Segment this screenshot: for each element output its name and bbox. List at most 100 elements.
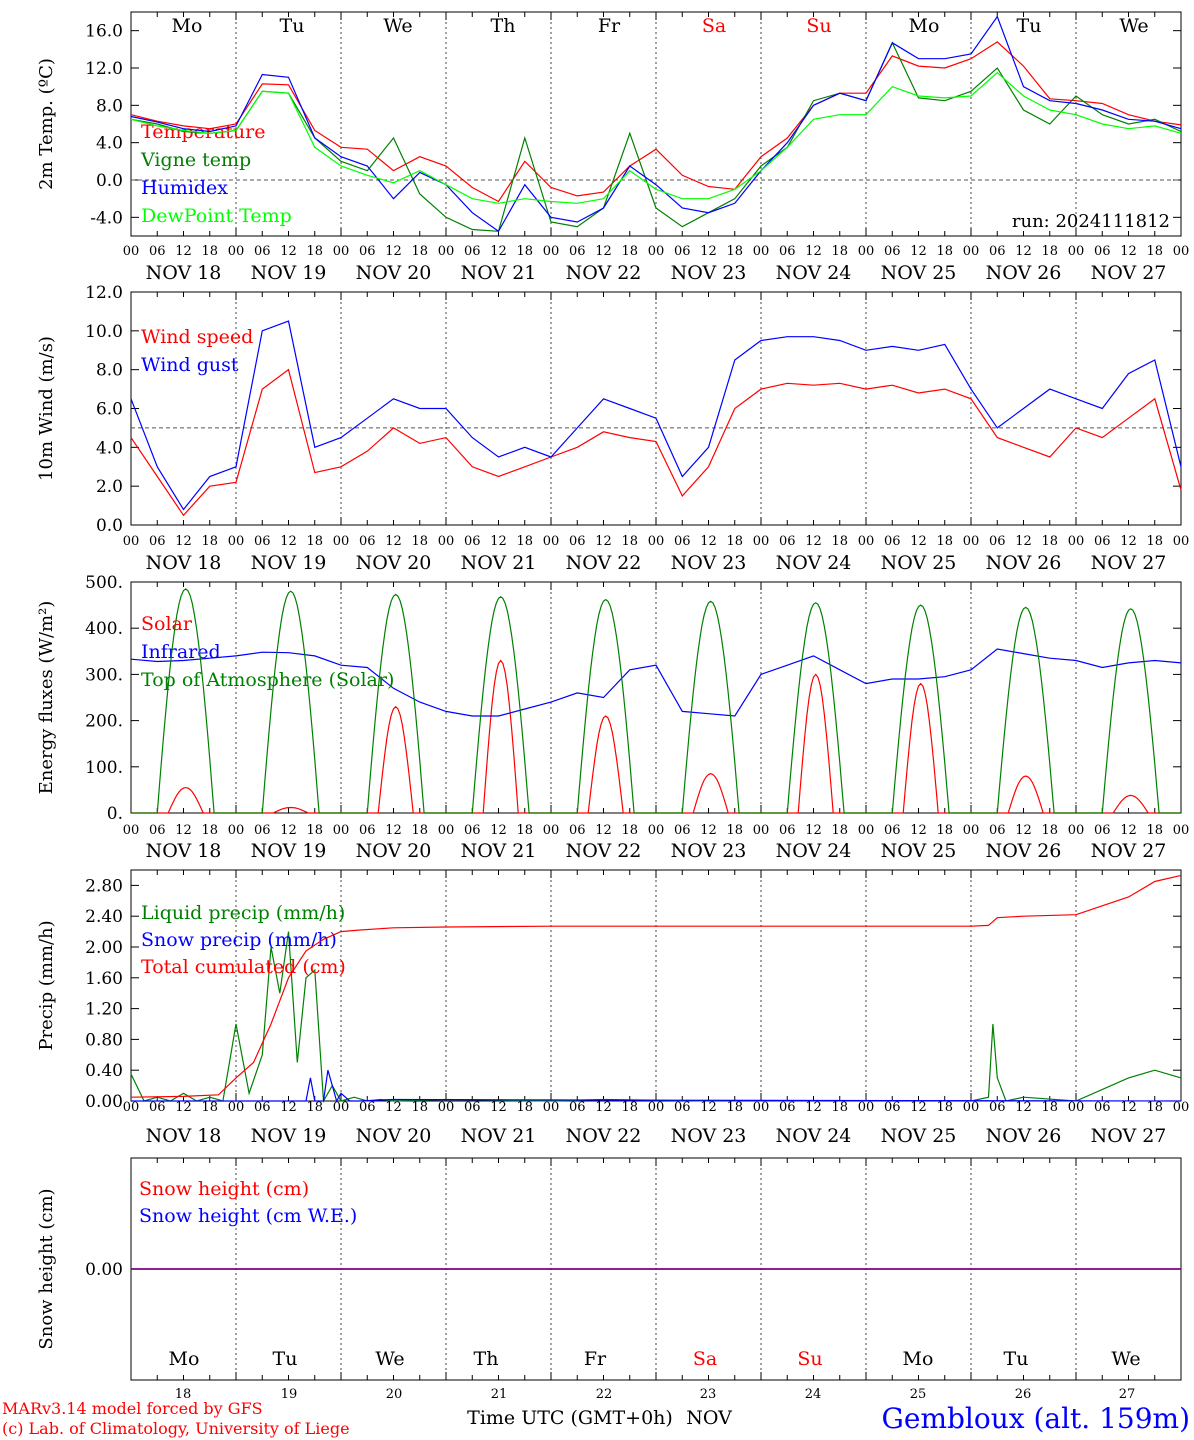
hour-label: 12 — [490, 534, 507, 549]
hour-label: 00 — [333, 244, 350, 259]
date-label: NOV 22 — [566, 552, 642, 574]
hour-label: 06 — [779, 534, 796, 549]
series-line — [130, 368, 1182, 517]
y-axis-label: Snow height (cm) — [36, 1188, 57, 1349]
hour-label: 12 — [700, 1100, 717, 1115]
hour-label: 06 — [569, 1100, 586, 1115]
hour-label: 18 — [1146, 244, 1163, 259]
hour-label: 18 — [936, 1100, 953, 1115]
weekday-label: Tu — [1017, 15, 1042, 37]
hour-label: 00 — [858, 823, 875, 838]
hour-label: 18 — [831, 244, 848, 259]
hour-label: 06 — [674, 823, 691, 838]
hour-label: 12 — [595, 823, 612, 838]
hour-label: 06 — [779, 1100, 796, 1115]
y-tick-label: 1.60 — [85, 969, 123, 989]
hour-label: 12 — [595, 534, 612, 549]
hour-label: 06 — [569, 534, 586, 549]
hour-label: 12 — [1120, 534, 1137, 549]
date-label: NOV 19 — [251, 1125, 327, 1147]
hour-label: 12 — [385, 534, 402, 549]
y-tick-label: -4.0 — [90, 208, 123, 228]
hour-label: 12 — [1015, 1100, 1032, 1115]
date-label: NOV 19 — [251, 262, 327, 284]
hour-label: 12 — [1120, 823, 1137, 838]
hour-label: 18 — [201, 244, 218, 259]
hour-label: 12 — [280, 823, 297, 838]
hour-label: 12 — [805, 1100, 822, 1115]
y-tick-label: 8.0 — [96, 361, 123, 381]
hour-label: 06 — [569, 244, 586, 259]
hour-label: 06 — [884, 823, 901, 838]
hour-label: 00 — [543, 244, 560, 259]
hour-label: 18 — [936, 534, 953, 549]
day-number-label: 27 — [1119, 1387, 1136, 1402]
hour-label: 12 — [385, 823, 402, 838]
hour-label: 12 — [175, 244, 192, 259]
date-label: NOV 24 — [776, 262, 852, 284]
date-label: NOV 24 — [776, 1125, 852, 1147]
hour-label: 18 — [516, 534, 533, 549]
hour-label: 18 — [621, 823, 638, 838]
hour-label: 12 — [700, 244, 717, 259]
date-label: NOV 20 — [356, 262, 432, 284]
date-label: NOV 21 — [461, 1125, 537, 1147]
date-label: NOV 27 — [1091, 552, 1167, 574]
lab-credit: (c) Lab. of Climatology, University of L… — [2, 1419, 350, 1438]
hour-label: 18 — [1146, 534, 1163, 549]
time-axis-title: Time UTC (GMT+0h) — [467, 1407, 673, 1429]
hour-label: 06 — [464, 823, 481, 838]
y-tick-label: 2.80 — [85, 876, 123, 896]
run-annotation: run: 2024111812 — [1012, 211, 1170, 232]
hour-label: 00 — [123, 534, 140, 549]
hour-label: 12 — [910, 1100, 927, 1115]
date-label: NOV 26 — [986, 552, 1062, 574]
date-label: NOV 25 — [881, 262, 957, 284]
hour-label: 00 — [543, 823, 560, 838]
y-tick-label: 0.0 — [96, 516, 123, 536]
y-tick-label: 100. — [85, 758, 123, 778]
day-number-label: 26 — [1015, 1387, 1032, 1402]
hour-label: 18 — [306, 1100, 323, 1115]
y-axis-label: Precip (mm/h) — [36, 920, 57, 1050]
hour-label: 18 — [1041, 1100, 1058, 1115]
date-label: NOV 22 — [566, 840, 642, 862]
hour-label: 00 — [1173, 1100, 1190, 1115]
y-tick-label: 2.40 — [85, 907, 123, 927]
hour-label: 12 — [910, 244, 927, 259]
date-label: NOV 18 — [146, 552, 222, 574]
weekday-label: Sa — [702, 15, 726, 37]
series-line — [130, 41, 1182, 232]
y-tick-label: 2.00 — [85, 938, 123, 958]
hour-label: 06 — [254, 244, 271, 259]
y-tick-label: 2.0 — [96, 477, 123, 497]
y-axis-label: Energy fluxes (W/m²) — [36, 601, 57, 795]
hour-label: 18 — [621, 534, 638, 549]
hour-label: 18 — [411, 823, 428, 838]
hour-label: 00 — [1173, 244, 1190, 259]
hour-label: 18 — [1041, 534, 1058, 549]
hour-label: 06 — [674, 244, 691, 259]
hour-label: 00 — [648, 244, 665, 259]
date-label: NOV 18 — [146, 840, 222, 862]
date-label: NOV 27 — [1091, 262, 1167, 284]
hour-label: 00 — [123, 1100, 140, 1115]
hour-label: 00 — [123, 823, 140, 838]
y-tick-label: 16.0 — [85, 22, 123, 42]
weekday-label: Mo — [903, 1348, 934, 1370]
hour-label: 00 — [858, 534, 875, 549]
series-line — [130, 874, 1182, 1098]
weekday-label: Mo — [169, 1348, 200, 1370]
legend-entry: DewPoint Temp — [141, 205, 292, 227]
hour-label: 12 — [700, 823, 717, 838]
y-tick-label: 0.00 — [85, 1092, 123, 1112]
hour-label: 18 — [1146, 1100, 1163, 1115]
date-label: NOV 18 — [146, 1125, 222, 1147]
hour-label: 00 — [753, 823, 770, 838]
date-label: NOV 21 — [461, 262, 537, 284]
hour-label: 18 — [306, 823, 323, 838]
hour-label: 00 — [228, 534, 245, 549]
hour-label: 06 — [674, 1100, 691, 1115]
hour-label: 00 — [1068, 823, 1085, 838]
hour-label: 06 — [569, 823, 586, 838]
